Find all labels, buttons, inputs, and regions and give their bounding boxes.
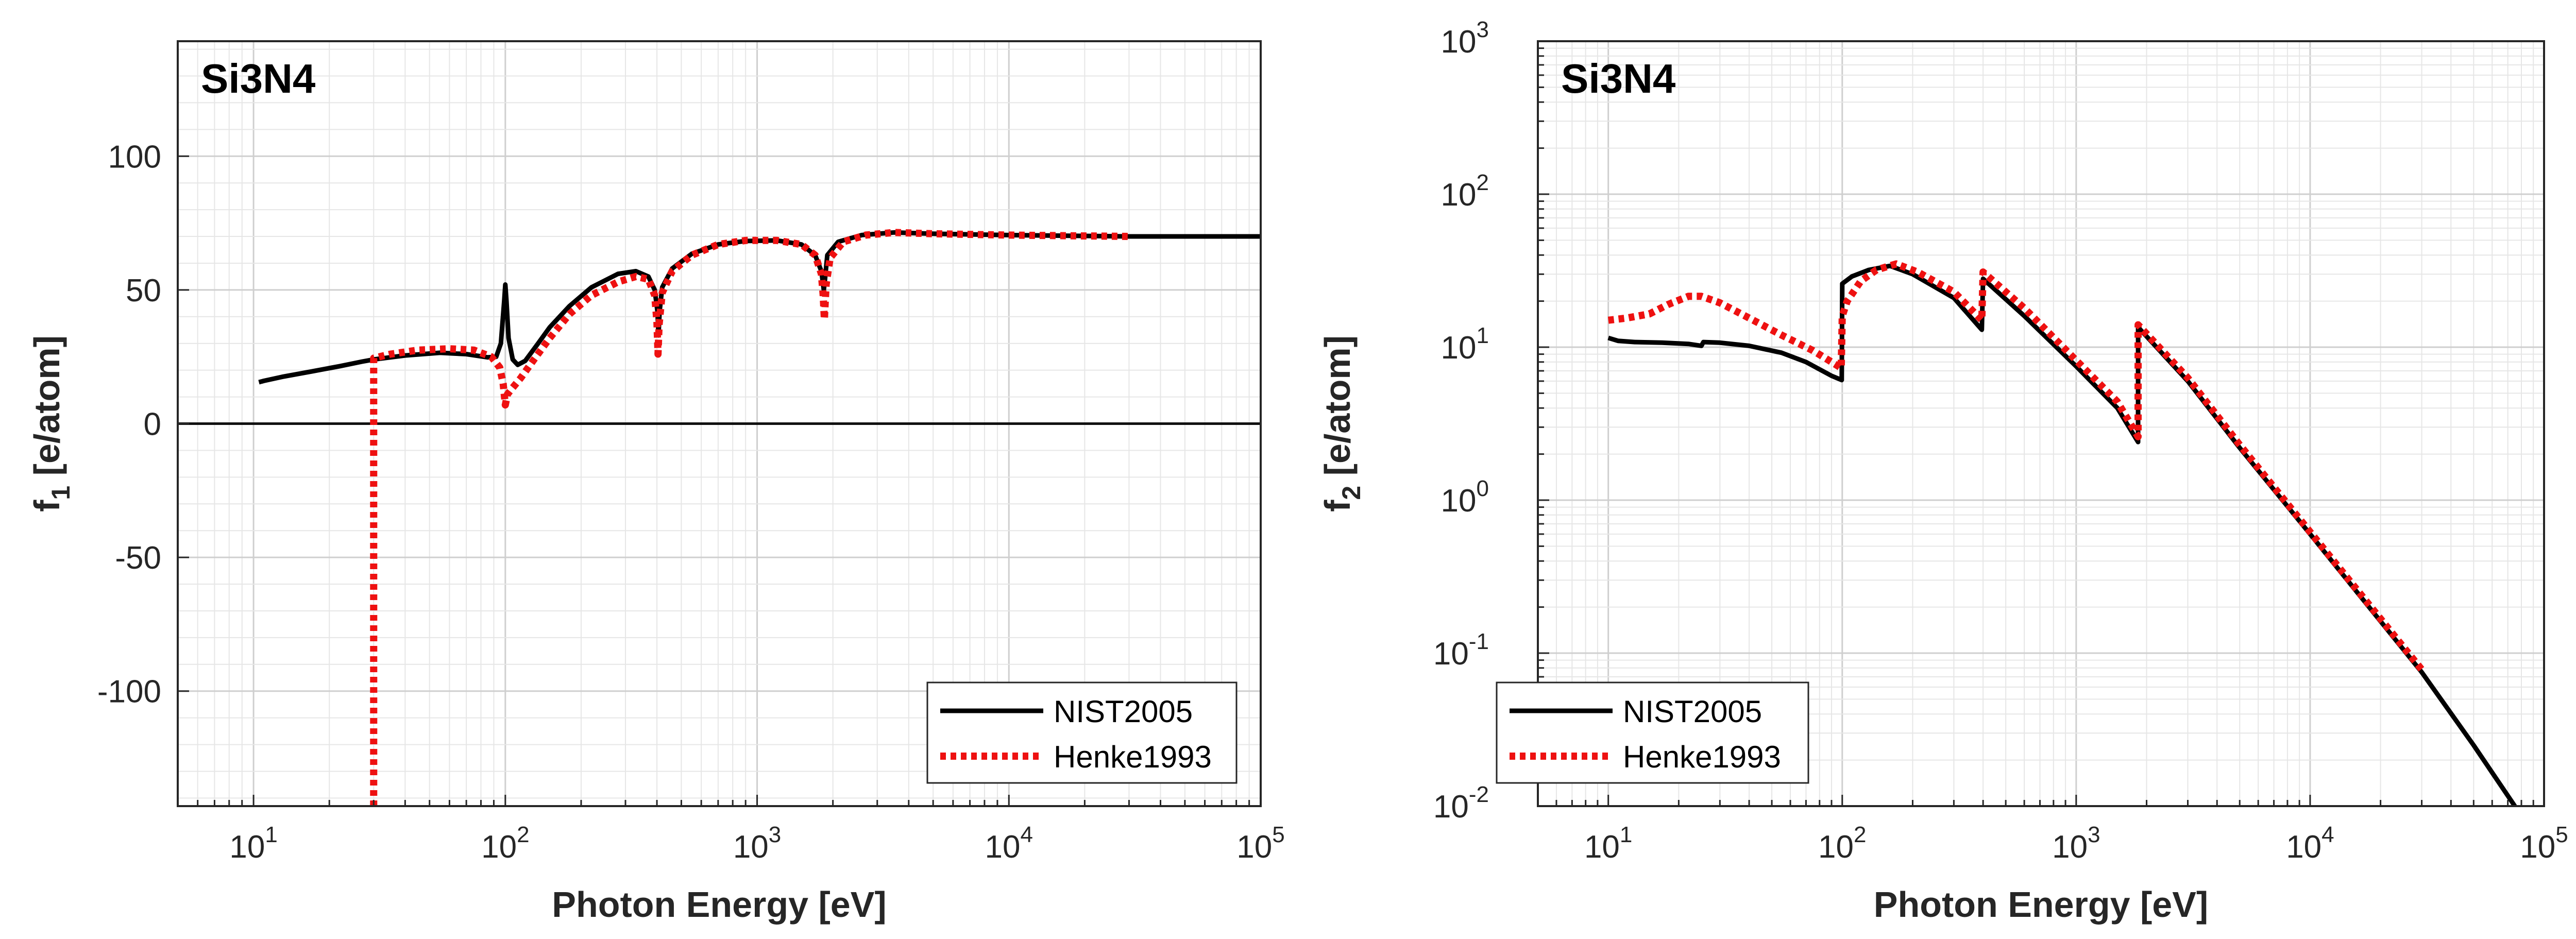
legend-label: NIST2005 xyxy=(1623,694,1762,729)
y-tick-label: 102 xyxy=(1441,170,1489,213)
y-tick-label: 10-2 xyxy=(1433,782,1489,825)
x-tick-label: 105 xyxy=(2520,822,2568,865)
y-tick-label: 101 xyxy=(1441,323,1489,366)
series-group xyxy=(1607,260,2517,806)
legend-label: Henke1993 xyxy=(1623,740,1781,774)
x-tick-label: 103 xyxy=(2052,822,2100,865)
y-tick-label: 100 xyxy=(1441,476,1489,519)
x-tick-label: 104 xyxy=(985,822,1033,865)
y-tick-label: 100 xyxy=(108,139,161,175)
x-tick-label: 105 xyxy=(1236,822,1284,865)
legend: NIST2005 Henke1993 xyxy=(926,681,1238,784)
x-tick-label: 101 xyxy=(1584,822,1632,865)
x-tick-label: 102 xyxy=(1818,822,1866,865)
y-tick-label: -100 xyxy=(97,674,161,710)
legend-box xyxy=(1496,681,1809,784)
y-tick-label: 0 xyxy=(144,407,161,442)
y-tick-label: 103 xyxy=(1441,17,1489,60)
legend-label: NIST2005 xyxy=(1054,694,1193,729)
legend-label: Henke1993 xyxy=(1054,740,1212,774)
axes-box xyxy=(1537,40,2545,807)
series-line-henke1993 xyxy=(1607,260,2425,672)
x-tick-label: 104 xyxy=(2286,822,2334,865)
x-tick-label: 101 xyxy=(229,822,277,865)
x-axis-label: Photon Energy [eV] xyxy=(552,884,886,925)
chart-title: Si3N4 xyxy=(201,56,316,101)
x-tick-label: 103 xyxy=(733,822,781,865)
x-axis-label: Photon Energy [eV] xyxy=(1874,884,2208,925)
x-tick-label: 102 xyxy=(481,822,529,865)
series-group xyxy=(258,229,1261,806)
y-axis-label: f1 [e/atom] xyxy=(27,335,75,512)
y-axis-label: f2 [e/atom] xyxy=(1317,335,1366,512)
series-line-henke1993 xyxy=(370,229,1129,806)
y-tick-label: 50 xyxy=(126,273,161,309)
chart-panel-f2: 101 102 103 104 105 10-2 10-1 100 101 102 103 Si3N4… xyxy=(1317,17,2568,925)
legend: NIST2005 Henke1993 xyxy=(1496,681,1809,784)
chart-panel-f1: 101 102 103 104 105 -100 -50 0 50 100 Si3N4 Photon … xyxy=(27,40,1285,925)
y-tick-label: 10-1 xyxy=(1433,629,1489,672)
legend-box xyxy=(926,681,1238,784)
chart-title: Si3N4 xyxy=(1561,56,1676,101)
y-tick-label: -50 xyxy=(115,540,161,576)
